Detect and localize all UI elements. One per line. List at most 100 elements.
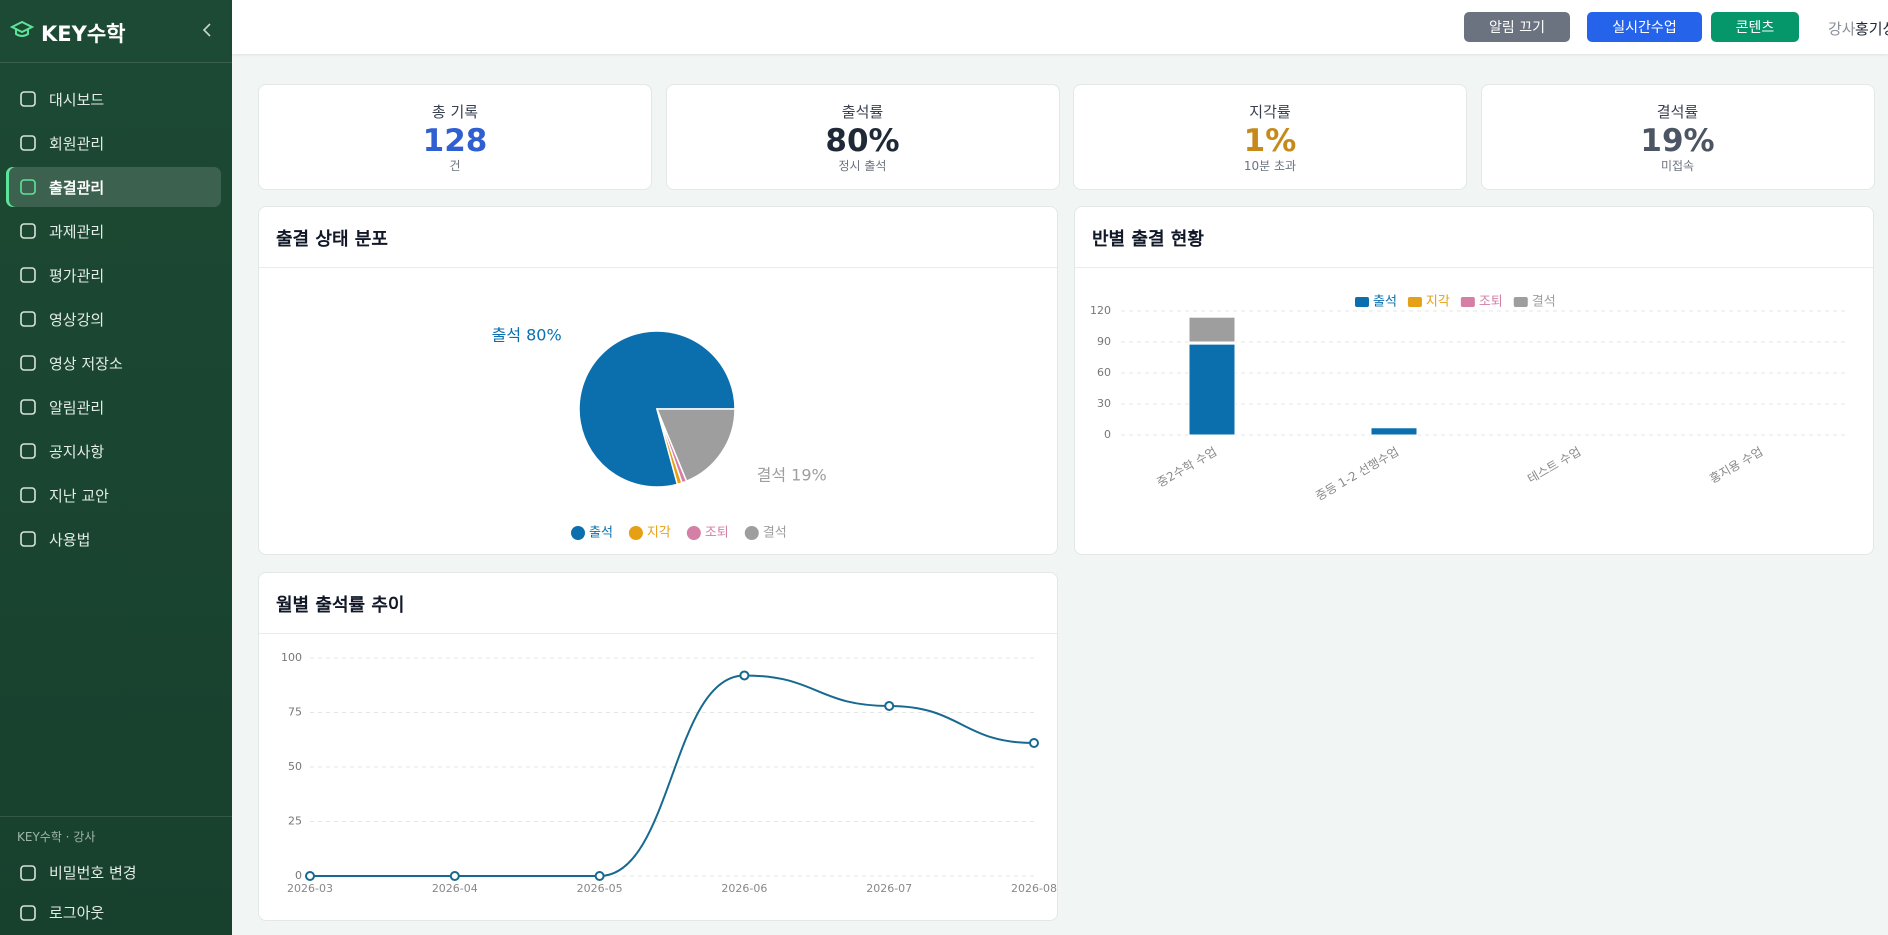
menu-icon (20, 311, 36, 327)
menu-icon (20, 223, 36, 239)
header-button[interactable]: 알림 끄기 (1464, 12, 1570, 42)
footer-link[interactable]: 로그아웃 (6, 895, 221, 929)
stat-note: 10분 초과 (1243, 159, 1297, 173)
icon-shape (20, 223, 36, 239)
stat-note: 미접속 (1660, 159, 1695, 173)
menu-icon (20, 531, 36, 547)
menu-label: 회원관리 (49, 134, 105, 153)
footer-link-label: 로그아웃 (49, 903, 105, 922)
pie-slice (578, 330, 736, 488)
user-name[interactable]: 홍기상 (1855, 20, 1888, 38)
menu-label: 알림관리 (49, 398, 105, 417)
menu-label: 평가관리 (49, 266, 105, 285)
menu-item[interactable]: 지난 교안 (6, 475, 221, 515)
menu-icon (20, 267, 36, 283)
x-tick-label: 중2수학 수업 (1155, 445, 1220, 490)
legend-label: 지각 (647, 526, 671, 541)
collapse-button[interactable] (200, 22, 214, 38)
stat-label: 출석률 (841, 103, 884, 121)
menu-label: 영상강의 (49, 310, 105, 329)
menu-item[interactable]: 출결관리 (6, 167, 221, 207)
pie-slice (655, 408, 736, 483)
icon-shape (20, 311, 36, 327)
stat-note: 정시 출석 (838, 159, 887, 173)
menu-item[interactable]: 과제관리 (6, 211, 221, 251)
stat-value: 1% (1243, 123, 1297, 159)
icon-shape (20, 865, 36, 881)
bar-segment (1188, 316, 1236, 343)
icon-shape (20, 355, 36, 371)
card-divider (1075, 267, 1873, 268)
header-button[interactable]: 콘텐츠 (1711, 12, 1799, 42)
divider (0, 816, 232, 817)
menu-item[interactable]: 공지사항 (6, 431, 221, 471)
stat-card: 결석률 19% 미접속 (1480, 84, 1875, 190)
icon-shape (20, 531, 36, 547)
legend-label: 지각 (1426, 295, 1450, 310)
chart-title: 반별 출결 현황 (1092, 229, 1204, 250)
role-label: 강사 (1828, 20, 1856, 38)
bar-segment (1188, 343, 1236, 436)
menu-item[interactable]: 알림관리 (6, 387, 221, 427)
y-tick-label: 75 (288, 706, 302, 719)
menu-item[interactable]: 평가관리 (6, 255, 221, 295)
chart: 0 30 60 90 120 중2수학 수업 중등 1-2 선행수업 테스트 수업 홍지용 수업… (1090, 295, 1849, 503)
icon-shape (20, 443, 36, 459)
menu-icon (20, 487, 36, 503)
stat-card: 출석률 80% 정시 출석 (665, 84, 1060, 190)
footer-link-label: 비밀번호 변경 (49, 863, 137, 882)
y-tick-label: 100 (281, 651, 302, 664)
pie-label: 결석 19% (757, 465, 827, 484)
menu-item[interactable]: 영상강의 (6, 299, 221, 339)
icon-shape (20, 267, 36, 283)
card-divider (259, 633, 1057, 634)
chart: 0 25 50 75 100 2026-03 2026-04 2026-05 2026-06 20… (281, 651, 1057, 895)
chart-title: 출결 상태 분포 (276, 229, 388, 250)
y-tick-label: 30 (1097, 397, 1111, 410)
chart-card: 월별 출석률 추이 0 25 50 75 100 2026-03 2026-04 2026-05… (258, 572, 1058, 921)
legend-marker (1460, 297, 1475, 307)
icon-shape (20, 487, 36, 503)
y-tick-label: 0 (295, 869, 302, 882)
footer-link[interactable]: 비밀번호 변경 (6, 855, 221, 889)
line-point (449, 871, 460, 881)
header-button[interactable]: 실시간수업 (1587, 12, 1702, 42)
menu-item[interactable]: 영상 저장소 (6, 343, 221, 383)
stat-label: 지각률 (1249, 103, 1291, 121)
stat-note: 건 (449, 159, 461, 173)
menu-icon (20, 443, 36, 459)
bar-segment (1370, 427, 1418, 436)
menu-label: 출결관리 (49, 178, 105, 197)
chart-card: 반별 출결 현황 0 30 60 90 120 중2수학 수업 중등 1-2 선행수업 테스트 … (1074, 206, 1874, 555)
menu-icon (20, 355, 36, 371)
x-tick-label: 2026-08 (1011, 882, 1057, 895)
menu-item[interactable]: 대시보드 (6, 79, 221, 119)
menu-item[interactable]: 회원관리 (6, 123, 221, 163)
menu-label: 사용법 (49, 530, 91, 549)
legend-marker (744, 526, 759, 540)
legend-label: 출석 (589, 526, 613, 541)
brand: KEY수학 (41, 22, 126, 46)
y-tick-label: 60 (1097, 366, 1111, 379)
x-tick-label: 2026-03 (287, 882, 333, 895)
brand-icon (10, 20, 34, 37)
legend-label: 조퇴 (705, 526, 729, 541)
chart-card: 출결 상태 분포 출석 80% 결석 19% 출석 지각 조퇴 결석 (258, 206, 1058, 555)
menu-item[interactable]: 사용법 (6, 519, 221, 559)
stat-card: 지각률 1% 10분 초과 (1073, 84, 1467, 190)
stat-card: 총 기록 128 건 (258, 84, 652, 190)
menu-label: 과제관리 (49, 222, 105, 241)
line-point (594, 871, 605, 881)
icon-shape (20, 399, 36, 415)
line-point (1029, 738, 1039, 749)
legend-marker (1513, 297, 1528, 307)
stat-value: 19% (1640, 123, 1715, 159)
icon-shape (20, 91, 36, 107)
x-tick-label: 2026-06 (721, 882, 767, 895)
legend-marker (571, 526, 585, 540)
menu-label: 영상 저장소 (49, 354, 123, 373)
legend-marker (1355, 297, 1369, 307)
